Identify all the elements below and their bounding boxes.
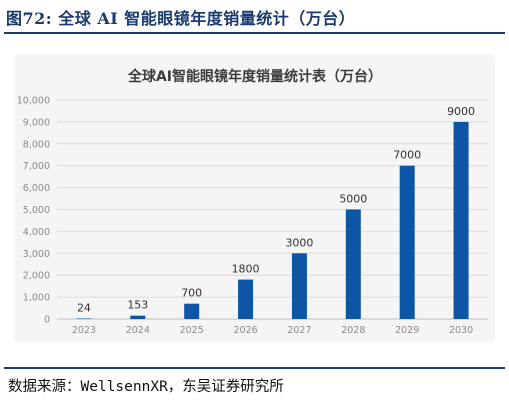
- data-label-2028: 5000: [339, 193, 367, 206]
- y-tick-label: 2,000: [23, 271, 50, 282]
- y-axis-ticks: 0 1,000 2,000 3,000 4,000 5,000 6,000 7,000 8,00…: [17, 96, 50, 326]
- title-divider: [4, 32, 505, 34]
- bar-2025: [184, 303, 200, 319]
- x-tick-label: 2027: [287, 325, 311, 336]
- data-label-2025: 700: [181, 287, 202, 300]
- y-tick-label: 7,000: [23, 161, 50, 172]
- y-tick-label: 5,000: [23, 205, 50, 216]
- bar-2028: [345, 209, 361, 319]
- bar-2029: [399, 165, 415, 319]
- y-tick-label: 1,000: [23, 293, 50, 304]
- chart-title: 全球AI智能眼镜年度销量统计表（万台）: [127, 68, 382, 85]
- y-tick-label: 8,000: [23, 139, 50, 150]
- bar-2024: [130, 315, 146, 319]
- bar-2027: [291, 253, 307, 319]
- bars: [76, 121, 469, 320]
- y-tick-label: 9,000: [23, 117, 50, 128]
- x-tick-label: 2030: [449, 325, 473, 336]
- footer-divider: [4, 367, 505, 369]
- data-label-2024: 153: [127, 299, 148, 312]
- x-tick-label: 2028: [341, 325, 365, 336]
- data-label-2029: 7000: [393, 149, 421, 162]
- bar-2026: [238, 279, 254, 319]
- data-label-2026: 1800: [232, 263, 260, 276]
- y-tick-label: 3,000: [23, 249, 50, 260]
- y-tick-label: 6,000: [23, 183, 50, 194]
- data-label-2023: 24: [77, 301, 91, 314]
- gridlines: [57, 99, 488, 320]
- data-label-2027: 3000: [285, 236, 313, 249]
- x-tick-label: 2025: [180, 325, 204, 336]
- x-axis-ticks: 2023 2024 2025 2026 2027 2028 2029 2030: [72, 325, 473, 336]
- figure-title: 图72: 全球 AI 智能眼镜年度销量统计（万台）: [6, 9, 356, 28]
- x-tick-label: 2023: [72, 325, 96, 336]
- y-tick-label: 4,000: [23, 227, 50, 238]
- data-label-2030: 9000: [447, 105, 475, 118]
- x-tick-label: 2029: [395, 325, 419, 336]
- source-note: 数据来源：WellsennXR，东吴证券研究所: [8, 379, 284, 395]
- x-tick-label: 2024: [126, 325, 150, 336]
- y-tick-label: 10,000: [17, 96, 50, 107]
- x-tick-label: 2026: [233, 325, 257, 336]
- chart-background: [14, 54, 495, 342]
- bar-2023: [76, 318, 92, 320]
- y-tick-label: 0: [44, 315, 50, 326]
- data-labels: 24 153 700 1800 3000 5000 7000 9000: [77, 105, 475, 315]
- bar-2030: [453, 121, 469, 320]
